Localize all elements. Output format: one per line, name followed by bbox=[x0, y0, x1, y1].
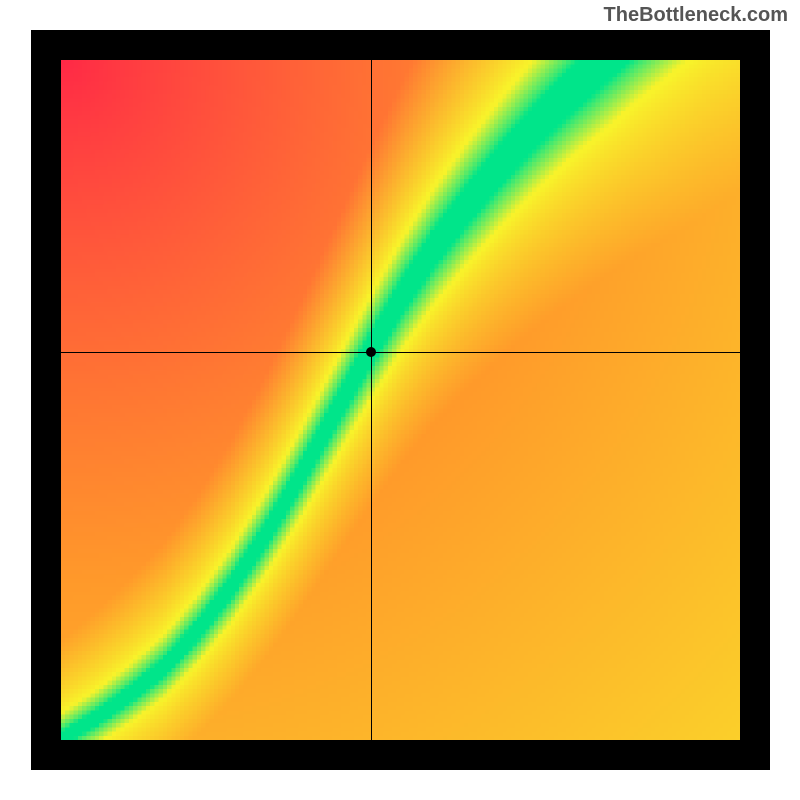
crosshair-vertical bbox=[371, 60, 373, 740]
heatmap-plot bbox=[61, 60, 740, 740]
crosshair-horizontal bbox=[61, 352, 740, 354]
chart-container: TheBottleneck.com bbox=[0, 0, 800, 800]
crosshair-marker bbox=[366, 347, 376, 357]
attribution-text: TheBottleneck.com bbox=[604, 4, 788, 27]
heatmap-canvas bbox=[61, 60, 740, 740]
